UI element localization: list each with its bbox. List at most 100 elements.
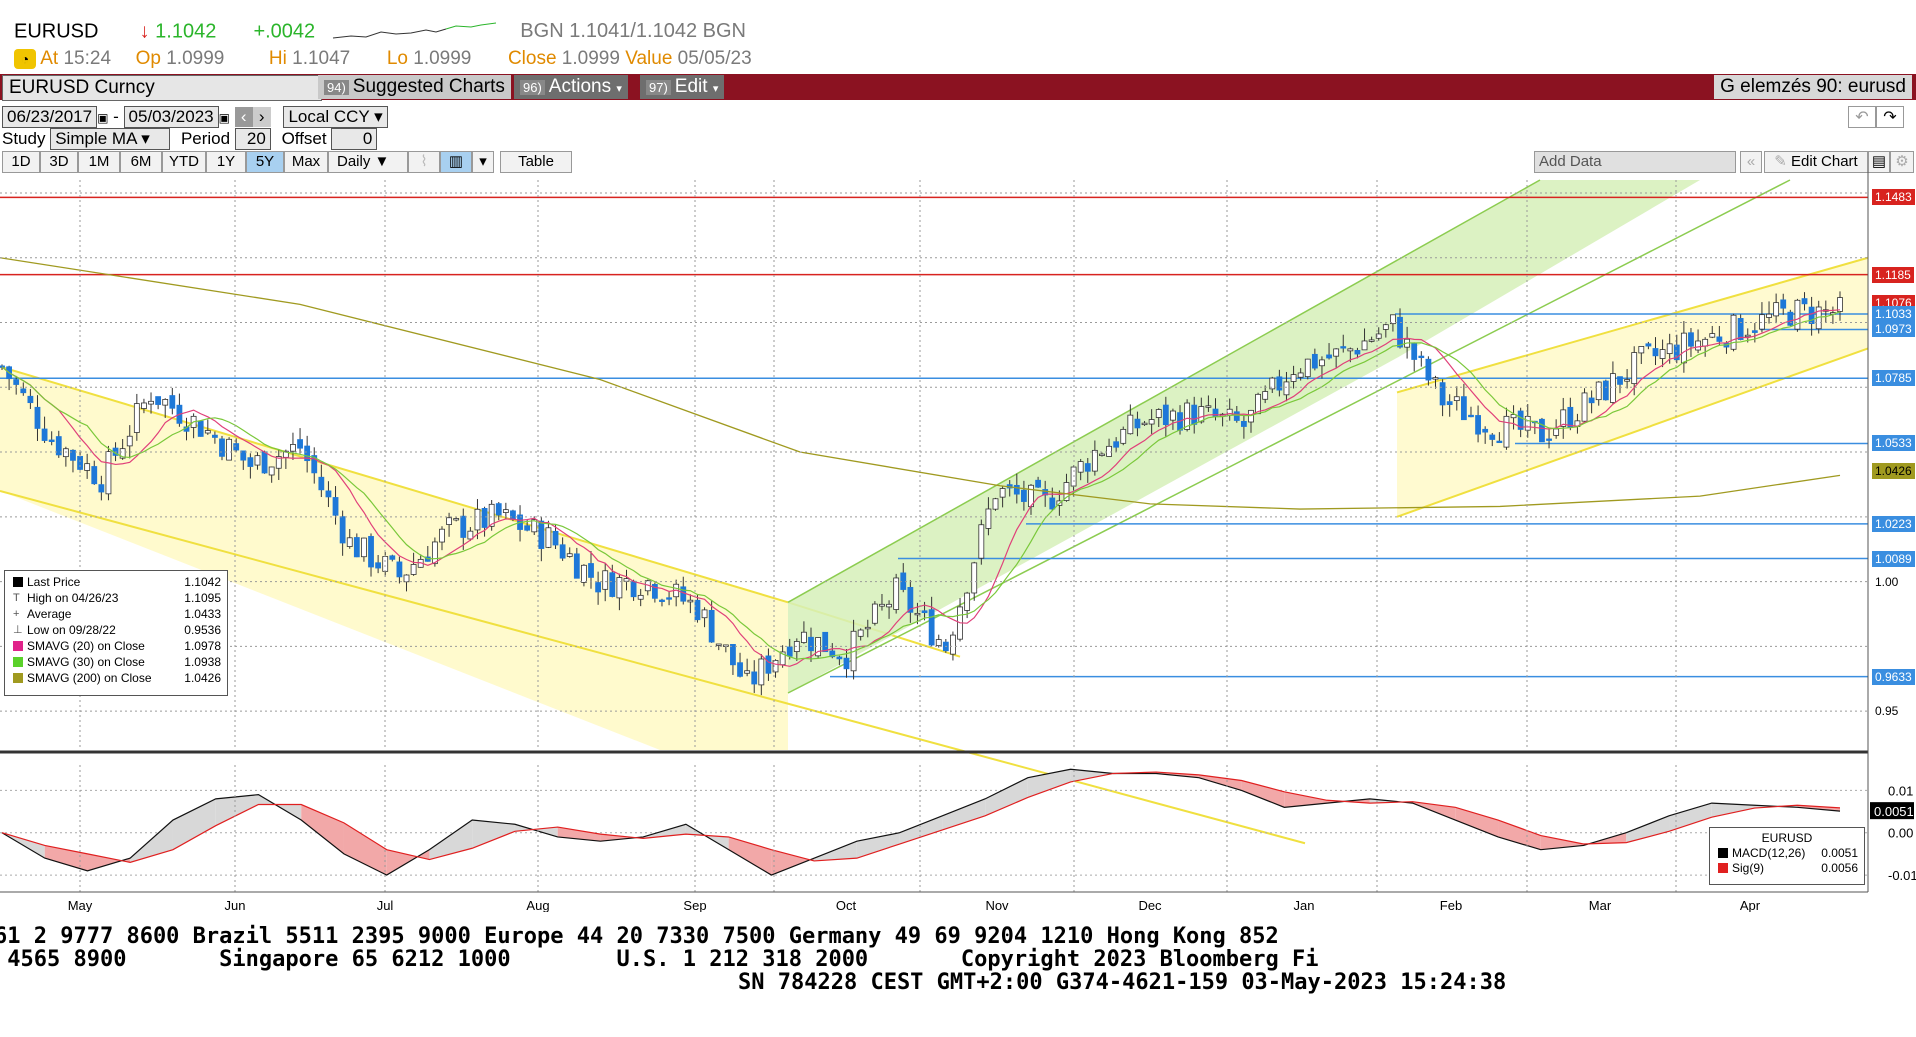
actions-num: 96) bbox=[520, 80, 545, 95]
range-5y[interactable]: 5Y bbox=[246, 151, 284, 173]
end-date-input[interactable]: 05/03/2023 bbox=[123, 106, 219, 128]
security-field[interactable]: EURUSD Curncy bbox=[2, 75, 322, 101]
candle bbox=[1737, 318, 1744, 340]
channel-line bbox=[787, 179, 1541, 603]
x-tick-label: May bbox=[68, 898, 93, 912]
undo-icon[interactable]: ↶ bbox=[1848, 106, 1876, 128]
candle bbox=[502, 509, 509, 513]
actions-menu[interactable]: 96) Actions ▾ bbox=[514, 75, 628, 99]
candle bbox=[1801, 298, 1808, 305]
candle bbox=[829, 650, 836, 658]
candle bbox=[971, 562, 978, 594]
candle bbox=[1503, 415, 1510, 448]
range-1y[interactable]: 1Y bbox=[206, 151, 246, 173]
range-1d[interactable]: 1D bbox=[2, 151, 40, 173]
macd-histogram-fill bbox=[728, 836, 772, 876]
candle bbox=[1744, 334, 1751, 338]
add-data-input[interactable]: Add Data bbox=[1534, 151, 1736, 173]
range-1m[interactable]: 1M bbox=[78, 151, 120, 173]
value-label: Value bbox=[625, 48, 673, 69]
macd-histogram-fill bbox=[87, 853, 131, 871]
period-input[interactable]: 20 bbox=[234, 128, 271, 150]
candle bbox=[13, 379, 20, 385]
down-arrow-icon: ↓ bbox=[139, 20, 150, 43]
candle bbox=[382, 556, 389, 572]
candle bbox=[914, 612, 921, 616]
macd-histogram-fill bbox=[1241, 780, 1285, 808]
candle bbox=[1411, 343, 1418, 360]
edit-menu[interactable]: 97) Edit ▾ bbox=[640, 75, 725, 99]
candle bbox=[77, 455, 83, 470]
price-chart[interactable]: MayJunJulAugSepOctNovDecJanFebMarApr2022… bbox=[0, 172, 1916, 912]
candle bbox=[1269, 377, 1276, 390]
legend-marker: + bbox=[13, 608, 20, 620]
candle-chart-icon[interactable]: ▥ bbox=[440, 151, 472, 173]
calendar-icon[interactable]: ▣ bbox=[97, 111, 109, 125]
macd-histogram-fill bbox=[343, 822, 387, 876]
candle bbox=[1035, 479, 1041, 488]
candle bbox=[588, 563, 594, 578]
candle bbox=[1602, 380, 1609, 401]
candle bbox=[141, 402, 147, 409]
candle bbox=[211, 434, 218, 438]
chart-type-dropdown-icon[interactable]: ▾ bbox=[472, 151, 494, 173]
candle bbox=[20, 388, 27, 394]
candle bbox=[1446, 401, 1453, 406]
x-tick-label: Nov bbox=[985, 898, 1009, 912]
candle bbox=[1155, 409, 1162, 418]
gear-icon[interactable]: ⚙ bbox=[1890, 151, 1914, 173]
currency-select[interactable]: Local CCY ▾ bbox=[283, 106, 388, 128]
legend-marker bbox=[13, 673, 23, 683]
candle bbox=[1013, 484, 1020, 495]
candle bbox=[84, 463, 91, 471]
candle bbox=[1106, 445, 1112, 457]
candle bbox=[304, 445, 311, 462]
macd-y-label: 0.00 bbox=[1888, 826, 1913, 841]
ticker-line-3: SN 784228 CEST GMT+2:00 G374-4621-159 03… bbox=[738, 970, 1507, 995]
candle bbox=[1049, 497, 1056, 510]
range-ytd[interactable]: YTD bbox=[162, 151, 206, 173]
start-date-input[interactable]: 06/23/2017 bbox=[2, 106, 98, 128]
ticker-symbol[interactable]: EURUSD bbox=[14, 20, 99, 43]
candle bbox=[1517, 410, 1524, 430]
calendar-icon[interactable]: ▣ bbox=[218, 111, 230, 125]
macd-histogram-fill bbox=[429, 820, 473, 860]
candle bbox=[1631, 352, 1638, 385]
line-chart-icon[interactable]: ⌇ bbox=[408, 151, 440, 173]
suggested-charts-button[interactable]: 94) Suggested Charts bbox=[318, 75, 511, 99]
macd-legend[interactable]: EURUSD MACD(12,26) 0.0051 Sig(9) 0.0056 bbox=[1709, 827, 1865, 885]
collapse-icon[interactable]: « bbox=[1740, 151, 1762, 173]
candle bbox=[602, 570, 609, 590]
candle bbox=[311, 455, 318, 474]
candle bbox=[148, 400, 154, 405]
macd-histogram-fill bbox=[1669, 803, 1712, 832]
candle bbox=[55, 436, 62, 456]
macd-histogram-fill bbox=[130, 820, 173, 863]
group-label[interactable]: G elemzés 90: eurusd bbox=[1714, 75, 1912, 99]
candle bbox=[1730, 314, 1737, 350]
table-button[interactable]: Table bbox=[500, 151, 572, 173]
price-axis-label: 1.0785 bbox=[1872, 370, 1915, 387]
offset-input[interactable]: 0 bbox=[331, 128, 378, 150]
candle bbox=[48, 439, 55, 443]
range-6m[interactable]: 6M bbox=[120, 151, 162, 173]
next-period-button[interactable]: › bbox=[252, 107, 271, 127]
edit-chart-button[interactable]: ✎ Edit Chart bbox=[1764, 151, 1868, 173]
candle bbox=[1680, 332, 1687, 364]
legend-label: Average bbox=[27, 607, 72, 621]
frequency-select[interactable]: Daily ▼ bbox=[328, 151, 408, 173]
prev-period-button[interactable]: ‹ bbox=[234, 107, 253, 127]
candle bbox=[1666, 343, 1673, 355]
redo-icon[interactable]: ↷ bbox=[1876, 106, 1904, 128]
sma20-line bbox=[1, 309, 1841, 667]
candle bbox=[907, 586, 914, 613]
range-max[interactable]: Max bbox=[284, 151, 328, 173]
open-value: 1.0999 bbox=[166, 48, 225, 69]
chart-settings-icon[interactable]: ▤ bbox=[1868, 151, 1890, 173]
study-select[interactable]: Simple MA ▾ bbox=[50, 128, 171, 150]
candle bbox=[368, 536, 374, 568]
price-legend[interactable]: Last Price 1.1042 T High on 04/26/23 1.1095 +… bbox=[4, 570, 228, 696]
range-3d[interactable]: 3D bbox=[40, 151, 78, 173]
legend-label: SMAVG (200) on Close bbox=[27, 671, 152, 685]
edit-chart-label: Edit Chart bbox=[1791, 153, 1858, 170]
